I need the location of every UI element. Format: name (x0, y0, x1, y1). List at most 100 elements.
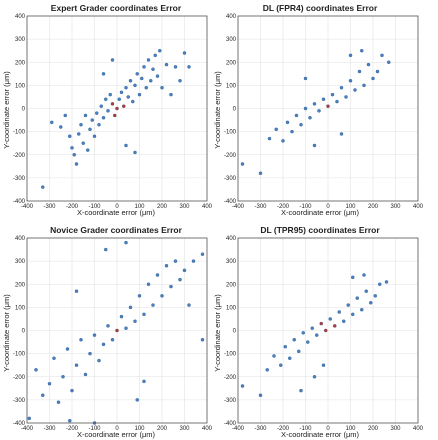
scatter-point (312, 102, 317, 106)
scatter-point (137, 294, 142, 298)
scatter-point (351, 275, 355, 280)
scatter-point (173, 259, 178, 263)
scatter-point (182, 268, 187, 273)
scatter-point (79, 338, 83, 342)
y-tick-label: -300 (224, 176, 237, 182)
scatter-point (104, 247, 108, 252)
scatter-point (164, 264, 169, 268)
scatter-point (169, 92, 173, 97)
scatter-point (99, 104, 103, 108)
scatter-point (74, 162, 79, 166)
scatter-point (92, 134, 97, 138)
scatter-point (124, 85, 128, 90)
x-tick-label: -300 (254, 204, 267, 210)
scatter-point (142, 312, 146, 317)
scatter-point (375, 69, 380, 74)
x-tick-label: 100 (345, 204, 356, 210)
x-tick-label: -400 (21, 204, 34, 210)
scatter-point (240, 162, 245, 166)
scatter-point (267, 136, 272, 141)
x-tick-label: -200 (277, 426, 290, 432)
y-tick-label: 200 (15, 282, 26, 288)
scatter-point (88, 351, 92, 356)
scatter-point (90, 118, 94, 122)
x-tick-label: 400 (413, 426, 424, 432)
scatter-point (133, 83, 137, 88)
scatter-point (346, 303, 350, 307)
scatter-point (373, 294, 377, 298)
y-tick-label: 100 (226, 305, 237, 311)
scatter-point (200, 338, 205, 342)
scatter-point (151, 303, 155, 307)
scatter-point (50, 120, 54, 125)
scatter-point (265, 368, 269, 372)
scatter-point (344, 95, 348, 99)
scatter-point (371, 76, 375, 81)
scatter-point (115, 328, 119, 333)
scatter-point (110, 102, 115, 106)
scatter-point (348, 53, 353, 58)
y-tick-label: -200 (13, 153, 26, 159)
scatter-point (41, 393, 45, 397)
scatter-point (160, 294, 164, 298)
y-tick-label: 400 (15, 14, 26, 20)
scatter-point (135, 72, 139, 76)
scatter-point (351, 312, 355, 317)
scatter-point (292, 338, 296, 342)
x-tick-label: 400 (202, 426, 213, 432)
scatter-point (164, 62, 169, 67)
scatter-point (315, 333, 319, 337)
scatter-point (97, 358, 101, 363)
y-tick-label: 200 (226, 60, 237, 66)
x-tick-label: -300 (254, 426, 267, 432)
x-tick-label: -400 (232, 426, 245, 432)
scatter-point (178, 79, 182, 83)
panel-title-expert: Expert Grader coordinates Error (51, 3, 182, 13)
y-tick-label: 0 (22, 107, 26, 113)
x-tick-label: 300 (179, 204, 190, 210)
x-tick-label: -300 (43, 426, 56, 432)
scatter-point (144, 85, 148, 90)
scatter-point (258, 171, 263, 175)
scatter-point (335, 99, 339, 104)
scatter-point (61, 375, 65, 379)
plot-frame (26, 237, 208, 424)
scatter-point (294, 113, 299, 118)
scatter-point (303, 76, 308, 81)
scatter-point (108, 92, 112, 97)
scatter-point (369, 301, 373, 305)
y-axis-label-expert: Y-coordinate error (μm) (2, 71, 11, 149)
scatter-point (328, 317, 332, 321)
plot-frame (26, 15, 208, 202)
scatter-point (191, 259, 196, 263)
scatter-point (113, 113, 117, 118)
x-tick-label: 100 (134, 204, 145, 210)
scatter-point (83, 372, 88, 377)
x-tick-label: 0 (115, 204, 119, 210)
x-tick-label: -100 (299, 204, 312, 210)
scatter-point (339, 132, 344, 136)
scatter-point (74, 363, 79, 367)
x-tick-label: 300 (390, 204, 401, 210)
y-tick-label: -200 (224, 153, 237, 159)
scatter-point (119, 314, 124, 319)
scatter-point (173, 65, 178, 69)
plot-area-novice: -400 -300 -200 -100 0 100 200 300 400 -400 -300 -20… (13, 236, 213, 432)
panel-dl-tpr95: DL (TPR95) coordinates Error -400 -300 -20… (213, 225, 424, 439)
scatter-point (342, 319, 346, 323)
scatter-point (339, 85, 344, 90)
scatter-point (101, 116, 106, 120)
x-tick-label: -100 (299, 426, 312, 432)
scatter-point (178, 277, 182, 282)
scatter-point (317, 109, 321, 113)
y-axis-label-dl-fpr4: Y-coordinate error (μm) (213, 71, 222, 149)
scatter-point (169, 284, 173, 289)
scatter-point (240, 384, 245, 388)
panel-title-dl-fpr4: DL (FPR4) coordinates Error (263, 3, 378, 13)
y-tick-label: 0 (233, 329, 237, 335)
y-tick-label: 400 (226, 14, 237, 20)
scatter-point (74, 289, 79, 293)
scatter-point (321, 97, 326, 101)
x-tick-label: 0 (326, 204, 330, 210)
